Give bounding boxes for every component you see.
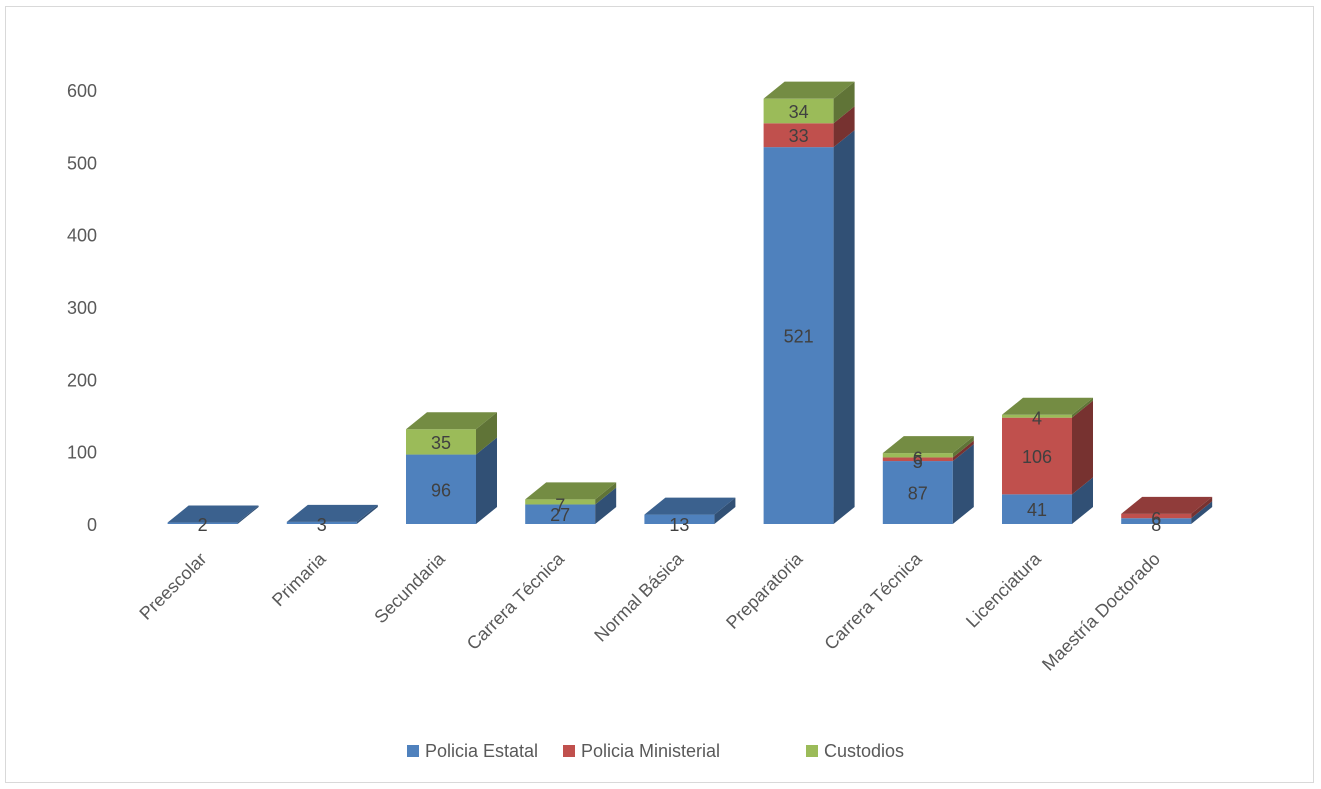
bar-top-custodios [882, 436, 974, 454]
data-label-policia-ministerial: 106 [1022, 447, 1052, 467]
legend-swatch [563, 745, 575, 757]
bar-side-policia-estatal [356, 504, 378, 524]
bar-front-custodios [406, 429, 476, 455]
data-label-custodios: 34 [789, 102, 809, 122]
bar-front-policia-ministerial [882, 457, 953, 462]
bar-front-custodios [882, 453, 953, 458]
bar-front-policia-ministerial [763, 123, 834, 148]
legend-label: Policia Estatal [425, 741, 538, 761]
bar-top-policia-ministerial [1121, 496, 1213, 514]
bar-group-carrera-tecnica-3: 277 [525, 482, 617, 525]
y-tick-label: 400 [67, 226, 97, 246]
data-label-policia-estatal: 13 [669, 515, 689, 535]
category-label: Carrera Técnica [463, 548, 569, 654]
bar-front-policia-estatal [286, 521, 357, 524]
bar-side-custodios [595, 482, 617, 505]
data-label-policia-estatal: 87 [908, 484, 928, 504]
y-tick-label: 0 [87, 515, 97, 535]
bar-side-custodios [476, 412, 497, 455]
bar-side-policia-estatal [237, 505, 259, 524]
legend-swatch [407, 745, 419, 757]
data-label-policia-estatal: 3 [317, 515, 327, 535]
bar-side-custodios [833, 81, 855, 124]
bar-group-normal-basica-4: 13 [644, 497, 736, 535]
y-tick-label: 200 [67, 370, 97, 390]
bar-side-policia-ministerial [1191, 496, 1213, 519]
bar-side-custodios [952, 436, 974, 458]
category-label: Preparatoria [722, 548, 807, 633]
data-label-policia-estatal: 8 [1151, 515, 1161, 535]
category-label: Licenciatura [962, 548, 1045, 631]
bar-group-preescolar-0: 2 [167, 505, 259, 535]
data-label-policia-estatal: 41 [1027, 500, 1047, 520]
bar-side-policia-estatal [595, 487, 617, 524]
bar-top-custodios [1002, 397, 1093, 415]
bar-front-custodios [525, 499, 596, 505]
bar-side-policia-estatal [1191, 501, 1213, 524]
category-label: Maestría Doctorado [1038, 549, 1164, 675]
data-label-custodios: 35 [431, 433, 451, 453]
category-label: Preescolar [135, 549, 210, 624]
bar-front-policia-estatal [763, 147, 834, 525]
category-label: Secundaria [370, 548, 449, 627]
bar-front-policia-estatal [167, 522, 238, 524]
bar-side-policia-estatal [1072, 477, 1093, 524]
bar-side-policia-ministerial [952, 440, 974, 462]
bar-side-policia-ministerial [833, 106, 855, 148]
bar-front-policia-estatal [1002, 494, 1072, 524]
data-label-policia-ministerial: 6 [1151, 509, 1161, 529]
bar-side-policia-ministerial [1072, 400, 1093, 495]
y-tick-label: 300 [67, 298, 97, 318]
data-label-policia-estatal: 96 [431, 480, 451, 500]
bar-top-policia-estatal [286, 504, 378, 522]
data-label-policia-estatal: 2 [198, 515, 208, 535]
legend-label: Custodios [824, 741, 904, 761]
bar-side-policia-estatal [833, 130, 855, 525]
legend-item-policia-estatal: Policia Estatal [407, 741, 538, 761]
data-label-policia-estatal: 521 [784, 327, 814, 347]
bar-front-policia-estatal [882, 461, 953, 524]
y-tick-label: 100 [67, 443, 97, 463]
data-label-custodios: 4 [1032, 409, 1042, 429]
y-tick-label: 500 [67, 153, 97, 173]
y-tick-label: 600 [67, 81, 97, 101]
bar-top-policia-estatal [167, 505, 259, 523]
legend-item-policia-ministerial: Policia Ministerial [563, 741, 720, 761]
chart-area [5, 6, 1314, 783]
bar-group-licenciatura-7: 41 106 4 [1002, 397, 1093, 524]
data-label-custodios: 7 [555, 495, 565, 515]
data-label-policia-ministerial: 33 [789, 126, 809, 146]
bar-top-custodios [763, 81, 855, 99]
bar-side-policia-estatal [476, 437, 497, 524]
bar-group-preparatoria-5: 521 33 34 [763, 81, 855, 525]
bar-group-maestria-doctorado-8: 86 [1121, 496, 1213, 535]
bar-top-policia-estatal [644, 497, 736, 515]
bar-front-policia-estatal [525, 504, 596, 524]
bar-side-policia-estatal [952, 444, 974, 524]
bar-front-policia-estatal [644, 514, 715, 524]
data-label-policia-ministerial: 5 [913, 452, 923, 472]
bar-front-policia-ministerial [1121, 513, 1192, 519]
category-label: Carrera Técnica [820, 548, 926, 654]
category-label: Primaria [268, 548, 330, 610]
legend-item-custodios: Custodios [806, 741, 904, 761]
bar-front-custodios [1002, 414, 1072, 418]
legend-swatch [806, 745, 818, 757]
bar-group-primaria-1: 3 [286, 504, 378, 535]
bar-top-custodios [525, 482, 617, 500]
bar-top-custodios [406, 412, 497, 430]
data-label-custodios: 6 [913, 448, 923, 468]
data-label-policia-estatal: 27 [550, 505, 570, 525]
bar-front-policia-estatal [406, 454, 476, 524]
bar-front-policia-ministerial [1002, 417, 1072, 495]
bar-group-secundaria-2: 96 35 [406, 412, 497, 524]
bar-group-carrera-tecnica-6: 87 56 [882, 436, 974, 524]
bar-front-policia-estatal [1121, 518, 1192, 524]
bar-side-policia-estatal [714, 497, 736, 524]
bar-side-custodios [1072, 397, 1093, 418]
category-label: Normal Básica [590, 548, 688, 646]
bar-front-custodios [763, 98, 834, 124]
legend-label: Policia Ministerial [581, 741, 720, 761]
